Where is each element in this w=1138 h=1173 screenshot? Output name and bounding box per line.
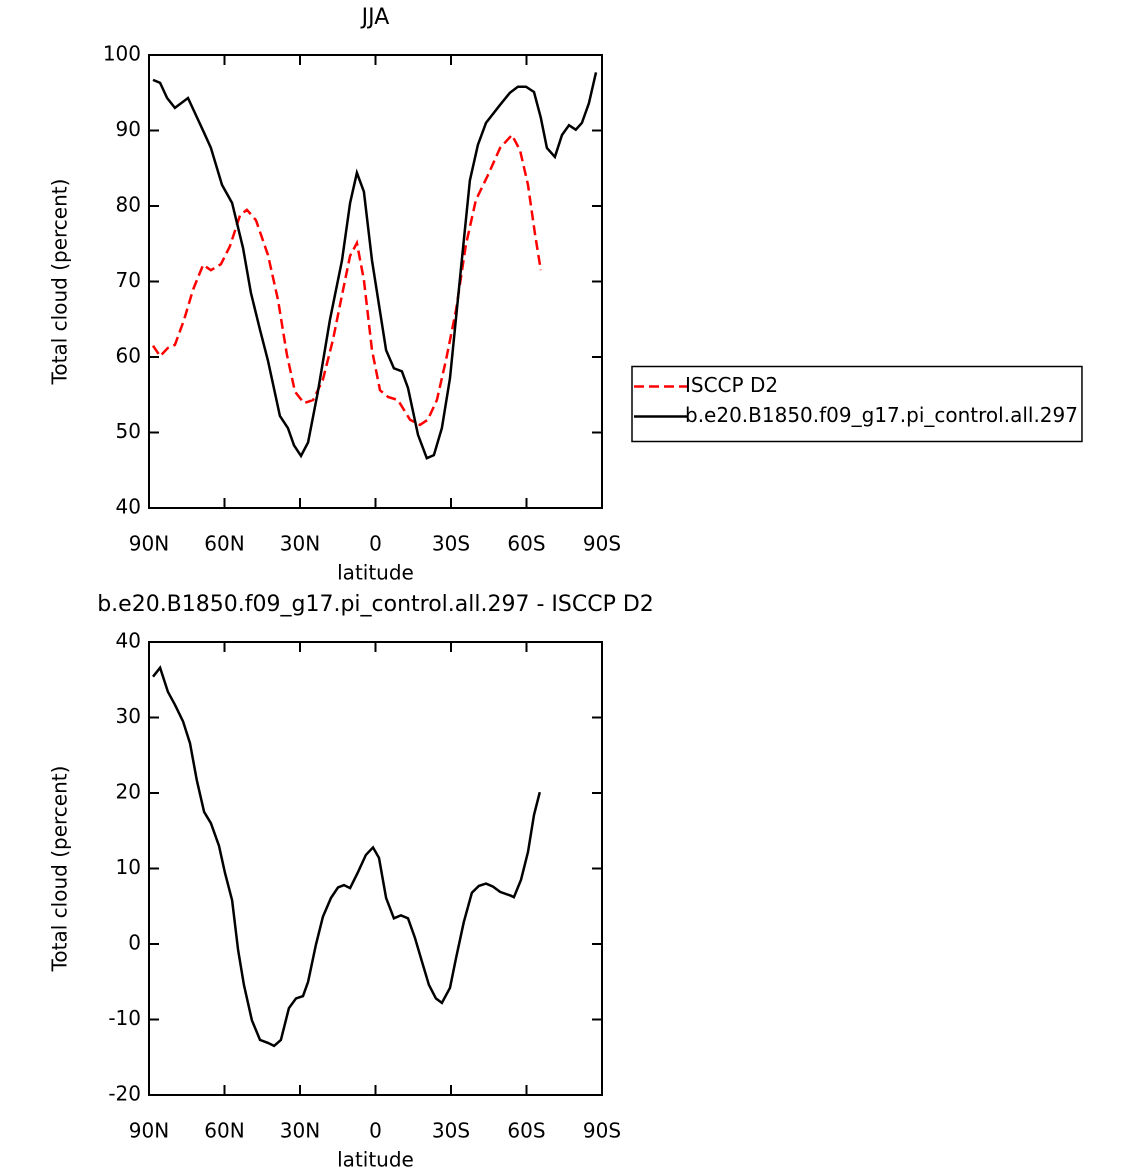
y-tick-label: -20 — [108, 1082, 141, 1106]
legend-label: ISCCP D2 — [685, 373, 778, 397]
y-tick-label: 40 — [116, 629, 141, 653]
legend: ISCCP D2 b.e20.B1850.f09_g17.pi_control.a… — [631, 365, 1083, 443]
chart-title: JJA — [360, 5, 390, 30]
y-tick-label: 20 — [116, 780, 141, 804]
x-tick-label: 30N — [280, 1119, 320, 1143]
y-tick-label: 30 — [116, 704, 141, 728]
x-tick-label: 60N — [204, 1119, 244, 1143]
y-tick-label: 50 — [116, 419, 141, 443]
series-line — [151, 132, 543, 427]
plot-frame — [148, 641, 603, 1096]
y-tick-label: 70 — [116, 268, 141, 292]
x-tick-label: 60S — [507, 532, 545, 556]
y-tick-label: 90 — [116, 117, 141, 141]
x-tick-label: 30S — [432, 532, 470, 556]
series-line — [152, 72, 598, 460]
x-tick-label: 60N — [204, 532, 244, 556]
x-tick-label: 90S — [583, 1119, 621, 1143]
legend-box — [631, 365, 1083, 443]
y-axis-label: Total cloud (percent) — [48, 179, 72, 386]
y-tick-label: 40 — [116, 495, 141, 519]
y-tick-label: 60 — [116, 344, 141, 368]
y-tick-label: 0 — [128, 931, 141, 955]
x-axis-label: latitude — [337, 561, 414, 585]
x-tick-label: 90S — [583, 532, 621, 556]
x-axis-label: latitude — [337, 1148, 414, 1172]
x-tick-label: 90N — [129, 532, 169, 556]
y-tick-label: 100 — [103, 42, 141, 66]
x-tick-label: 30S — [432, 1119, 470, 1143]
y-axis-label: Total cloud (percent) — [48, 766, 72, 973]
x-tick-label: 60S — [507, 1119, 545, 1143]
x-tick-label: 0 — [369, 1119, 382, 1143]
y-tick-label: -10 — [108, 1006, 141, 1030]
x-tick-label: 90N — [129, 1119, 169, 1143]
y-tick-label: 80 — [116, 193, 141, 217]
series-line — [152, 665, 542, 1048]
x-tick-label: 30N — [280, 532, 320, 556]
legend-label: b.e20.B1850.f09_g17.pi_control.all.297 — [685, 403, 1078, 427]
y-tick-label: 10 — [116, 855, 141, 879]
x-tick-label: 0 — [369, 532, 382, 556]
chart-title: b.e20.B1850.f09_g17.pi_control.all.297 -… — [97, 592, 654, 617]
